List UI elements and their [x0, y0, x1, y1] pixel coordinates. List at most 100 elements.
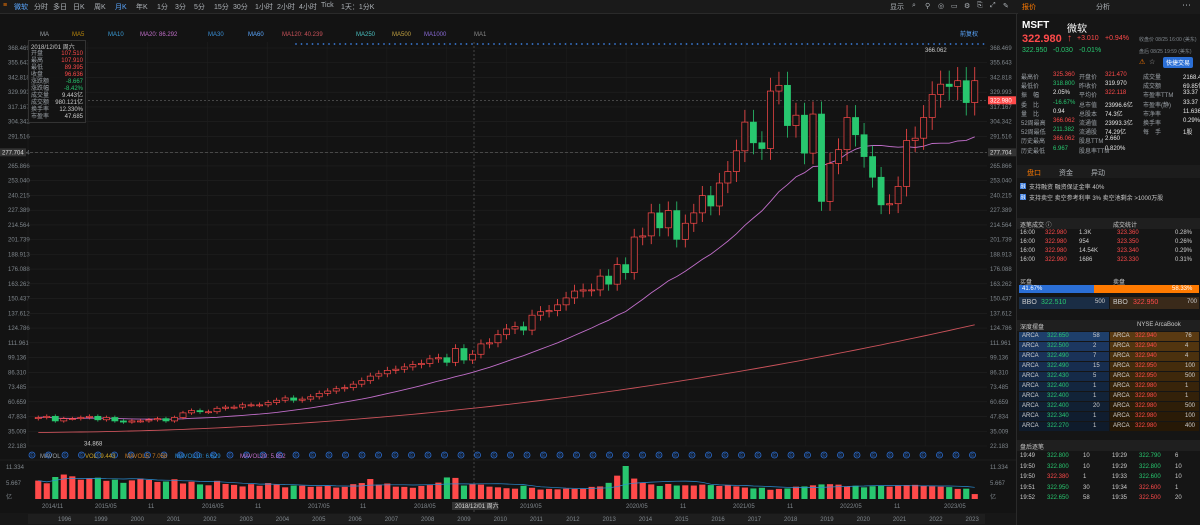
event-marker	[804, 451, 811, 459]
svg-text:©: ©	[377, 452, 381, 459]
year-label: 2005	[312, 517, 326, 523]
alert-icon[interactable]: ⚠	[1139, 59, 1146, 66]
info-val: 107.510	[61, 51, 83, 57]
stat-cell: 振 幅	[1021, 93, 1040, 100]
menu-icon[interactable]: ≡	[3, 2, 8, 9]
toolbar-tool-5-icon[interactable]: ⎘	[977, 2, 983, 9]
toolbar-tool-3-icon[interactable]: ▭	[951, 3, 958, 10]
section-tab-2[interactable]: 异动	[1091, 170, 1105, 177]
toolbar-item-11[interactable]: 30分	[233, 4, 248, 11]
stat-cell: 0.820%	[1105, 145, 1126, 152]
svg-text:©: ©	[162, 452, 166, 459]
event-dot	[757, 43, 759, 45]
exchange-name[interactable]: NYSE ArcaBook	[1137, 322, 1181, 328]
svg-text:©: ©	[228, 452, 232, 459]
candle-body	[911, 137, 919, 141]
quick-trade-button[interactable]: 快捷交易	[1163, 57, 1194, 68]
toolbar-item-0[interactable]: 微软	[14, 4, 28, 11]
depth-cell: ARCA	[1022, 403, 1039, 409]
candle-body	[562, 297, 570, 306]
toolbar-tool-7-icon[interactable]: ✎	[1003, 3, 1009, 10]
year-label: 2000	[131, 517, 145, 523]
candle-body	[869, 156, 876, 178]
ma-legend-8: MA500	[392, 32, 412, 38]
depth-cell: 322.950	[1135, 363, 1157, 369]
info-val: 107.910	[61, 58, 83, 64]
toolbar-item-1[interactable]: 分时	[34, 4, 48, 11]
tab-analysis[interactable]: 分析	[1096, 4, 1110, 11]
toolbar-tool-1-icon[interactable]: ⚲	[925, 3, 931, 10]
year-label: 2013	[603, 517, 617, 523]
event-dot	[300, 43, 303, 45]
event-dot	[592, 43, 594, 45]
toolbar-item-6[interactable]: 年K	[136, 4, 148, 11]
stat-cell: 211.382	[1053, 127, 1075, 134]
svg-text:©: ©	[740, 452, 744, 459]
tape-size: 10	[1175, 463, 1182, 470]
price-chart[interactable]: 368.469 368.469 355.643 355.643 342.818 342.8…	[0, 14, 1016, 525]
info-key: 最低	[31, 65, 44, 71]
candle-body	[962, 80, 970, 103]
candle-body	[528, 314, 536, 331]
year-label: 2010	[494, 517, 508, 523]
volume-bar	[171, 479, 178, 499]
volume-bar	[716, 485, 723, 499]
stock-name: 微软	[1067, 24, 1087, 35]
year-label: 2021	[893, 517, 907, 523]
toolbar-item-13[interactable]: 2小时	[277, 4, 295, 11]
toolbar-item-12[interactable]: 1小时	[255, 4, 273, 11]
candle-body	[273, 399, 281, 403]
svg-text:©: ©	[327, 452, 331, 459]
year-label: 2001	[167, 517, 181, 523]
volume-bar	[707, 485, 714, 499]
toolbar-tool-0-icon[interactable]: ⌕	[912, 2, 916, 9]
xlabel-10: 2020/05	[626, 504, 648, 510]
toolbar-item-8[interactable]: 3分	[175, 4, 186, 11]
toolbar-item-14[interactable]: 4小时	[299, 4, 317, 11]
toolbar-tool-6-icon[interactable]: ⤢	[990, 2, 996, 9]
stat-pct: 0.29%	[1175, 248, 1193, 254]
trade-time: 16:00	[1020, 239, 1036, 245]
toolbar-item-2[interactable]: 多日	[53, 4, 67, 11]
more-icon[interactable]: ⋯	[1182, 0, 1191, 10]
toolbar-item-15[interactable]: Tick	[321, 2, 334, 9]
toolbar-item-5[interactable]: 月K	[115, 4, 127, 11]
ma-legend-6: MA120: 40.239	[282, 32, 323, 38]
candle-body	[835, 149, 842, 164]
display-menu[interactable]: 显示	[890, 4, 904, 11]
toolbar-tool-2-icon[interactable]: ◎	[938, 3, 945, 10]
toolbar-item-4[interactable]: 周K	[94, 4, 106, 11]
event-dot	[311, 43, 314, 45]
depth-cell: 1	[1185, 393, 1189, 399]
event-marker	[45, 451, 52, 459]
stat-cell: 平均价	[1079, 93, 1098, 100]
volume-bar	[239, 486, 246, 499]
xlabel-0: 2014/11	[42, 504, 64, 510]
toolbar-item-16[interactable]: 1天：1分K	[341, 4, 375, 11]
chart-canvas[interactable]: 368.469 368.469 355.643 355.643 342.818 342.8…	[0, 14, 1016, 525]
event-dot	[372, 43, 374, 45]
info-row: 市盈率 47.685	[31, 114, 83, 121]
depth-bid-row	[1019, 332, 1109, 341]
candle-body	[434, 357, 442, 360]
event-marker	[523, 451, 531, 459]
section-tab-0[interactable]: 盘口	[1027, 170, 1041, 177]
event-dot	[603, 43, 605, 45]
tab-quote[interactable]: 报价	[1022, 4, 1036, 11]
info-key: 开盘	[31, 51, 44, 57]
candle-body	[886, 203, 894, 206]
ytick-left: 47.834	[8, 415, 27, 421]
star-icon[interactable]: ☆	[1149, 59, 1156, 66]
svg-text:©: ©	[905, 452, 909, 459]
event-dot	[636, 43, 638, 45]
event-marker	[672, 451, 679, 459]
svg-text:©: ©	[212, 452, 216, 459]
event-dot	[713, 43, 715, 45]
toolbar-item-3[interactable]: 日K	[73, 4, 85, 11]
toolbar-tool-4-icon[interactable]: ⚙	[964, 3, 971, 10]
toolbar-item-10[interactable]: 15分	[214, 4, 229, 11]
ytick-left: 265.866	[8, 164, 30, 170]
toolbar-item-7[interactable]: 1分	[157, 4, 168, 11]
section-tab-1[interactable]: 资金	[1059, 170, 1073, 177]
toolbar-item-9[interactable]: 5分	[194, 4, 205, 11]
